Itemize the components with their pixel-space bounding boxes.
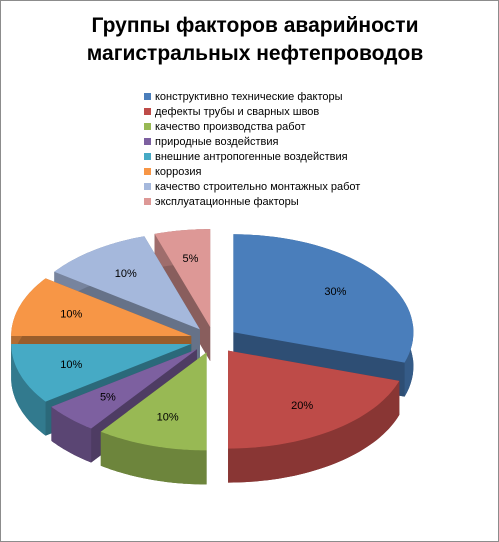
legend-swatch — [144, 123, 151, 130]
slice-top — [100, 352, 207, 451]
data-label: 30% — [324, 286, 346, 298]
legend-swatch — [144, 183, 151, 190]
legend-swatch — [144, 93, 151, 100]
slice-top — [11, 278, 192, 336]
legend-swatch — [144, 108, 151, 115]
legend-label: природные воздействия — [155, 136, 279, 148]
legend-label: коррозия — [155, 166, 201, 178]
chart-title: Группы факторов аварийности — [91, 14, 418, 37]
pie-slice: 20% — [228, 350, 400, 483]
legend-swatch — [144, 138, 151, 145]
data-label: 10% — [60, 359, 82, 371]
legend-label: внешние антропогенные воздействия — [155, 151, 348, 163]
data-label: 10% — [115, 268, 137, 280]
slice-side — [11, 344, 46, 436]
slice-top — [54, 236, 200, 330]
data-label: 20% — [291, 400, 313, 412]
slice-top — [51, 349, 198, 429]
legend-swatch — [144, 198, 151, 205]
pie-slice: 10% — [100, 352, 207, 485]
legend-label: качество строительно монтажных работ — [155, 181, 360, 193]
data-label: 10% — [157, 412, 179, 424]
legend-swatch — [144, 153, 151, 160]
data-label: 5% — [100, 392, 116, 404]
legend-swatch — [144, 168, 151, 175]
data-label: 5% — [183, 253, 199, 265]
legend-label: качество производства работ — [155, 121, 306, 133]
slice-top — [228, 350, 400, 449]
legend-label: дефекты трубы и сварных швов — [155, 106, 319, 118]
slice-side — [228, 380, 400, 483]
legend-label: конструктивно технические факторы — [155, 91, 343, 103]
chart-title: магистральных нефтепроводов — [87, 42, 424, 65]
slice-top — [154, 229, 211, 328]
slice-top — [233, 234, 414, 363]
legend-label: эксплуатационные факторы — [155, 196, 299, 208]
slice-top — [11, 344, 192, 402]
slice-side — [100, 431, 207, 485]
slice-side — [51, 406, 92, 463]
data-label: 10% — [60, 309, 82, 321]
